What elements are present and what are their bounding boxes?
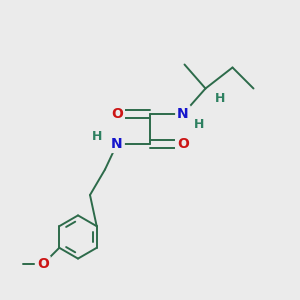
- Text: H: H: [92, 130, 103, 143]
- Text: O: O: [37, 257, 49, 271]
- Text: H: H: [215, 92, 226, 106]
- Text: O: O: [177, 137, 189, 151]
- Text: H: H: [194, 118, 205, 131]
- Text: N: N: [111, 137, 123, 151]
- Text: O: O: [111, 107, 123, 121]
- Text: N: N: [177, 107, 189, 121]
